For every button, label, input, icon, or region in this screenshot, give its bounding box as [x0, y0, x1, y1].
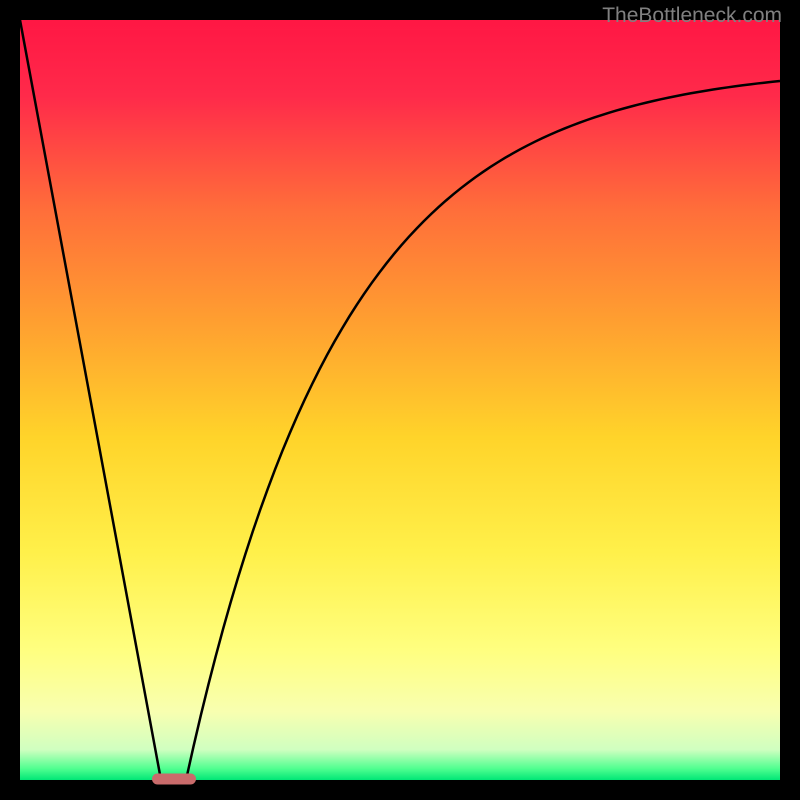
- bottleneck-chart: TheBottleneck.com: [0, 0, 800, 800]
- optimal-marker: [152, 774, 196, 785]
- watermark-text: TheBottleneck.com: [602, 4, 782, 28]
- chart-svg: [0, 0, 800, 800]
- plot-background: [20, 20, 780, 780]
